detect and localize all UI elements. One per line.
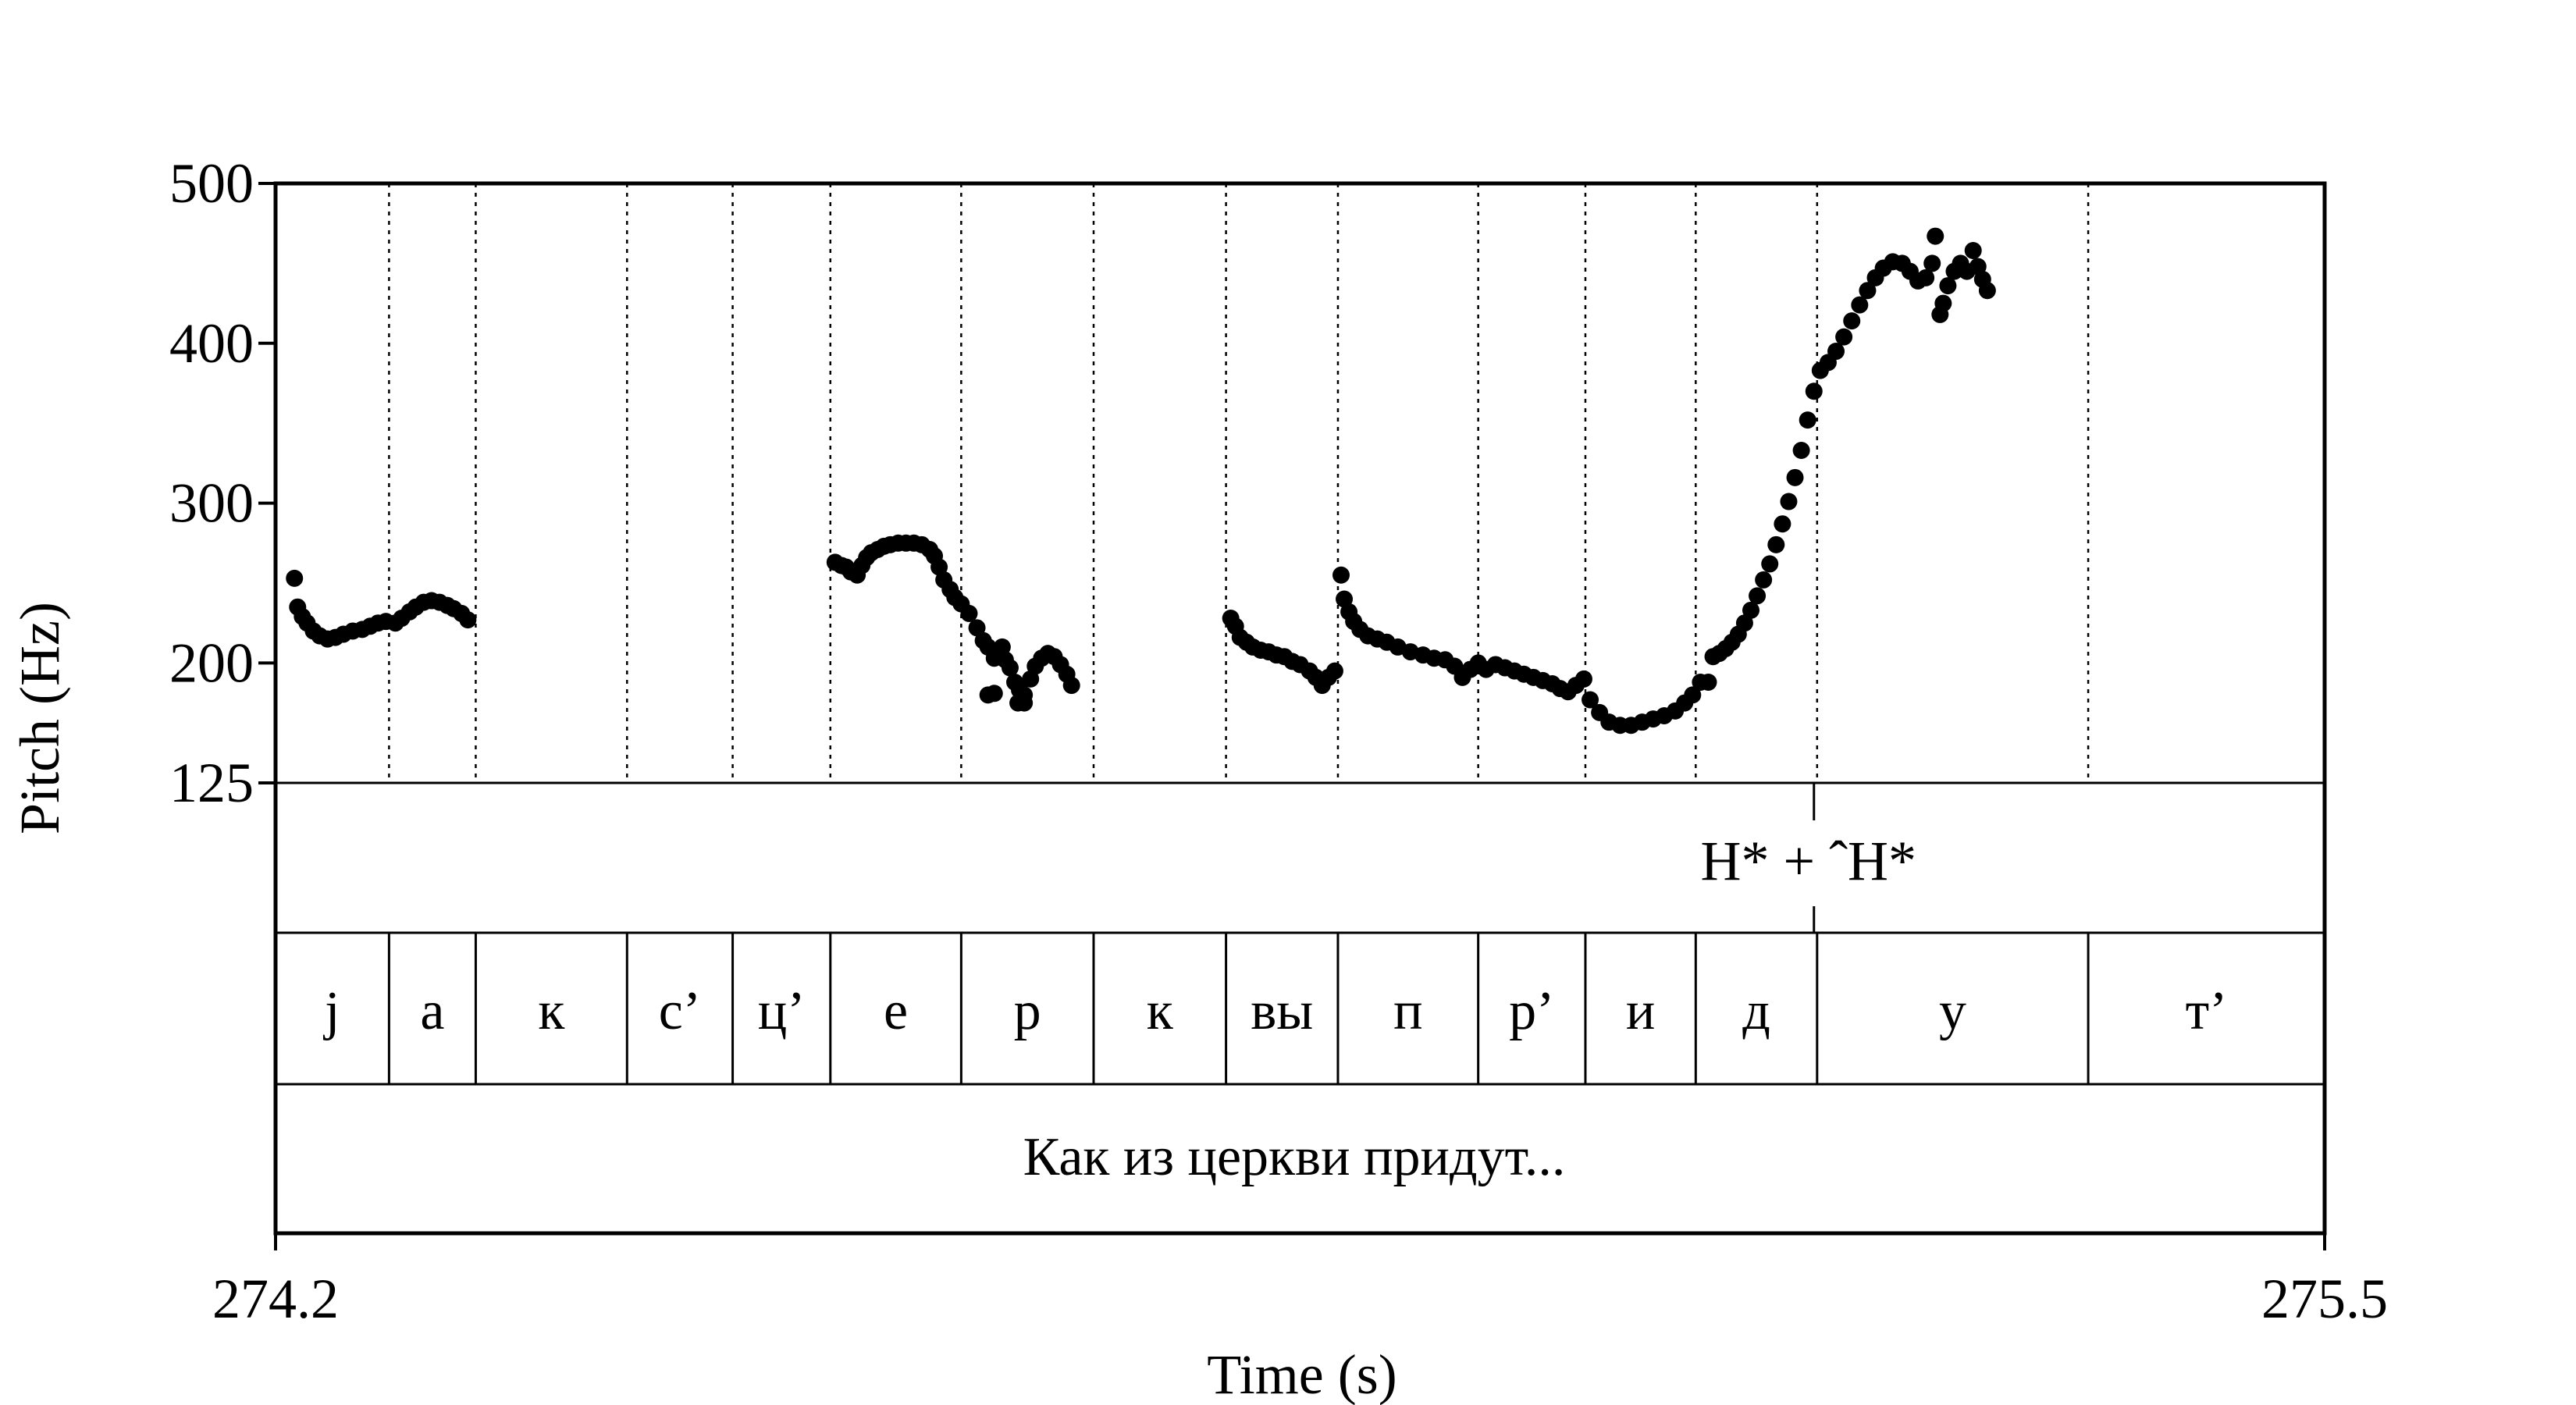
segment-label: и <box>1626 981 1655 1041</box>
segment-label: р <box>1014 981 1041 1041</box>
segment-label: р’ <box>1509 981 1554 1041</box>
pitch-point <box>1574 670 1592 688</box>
segment-label: с’ <box>659 981 701 1041</box>
y-tick-label: 400 <box>169 312 254 375</box>
pitch-point <box>1927 227 1944 245</box>
tone-label: H* + ˆH* <box>1700 830 1916 892</box>
segment-label: п <box>1393 981 1422 1041</box>
pitch-point <box>1332 566 1350 584</box>
pitch-point <box>968 619 986 637</box>
segment-boundary-dotted-lines <box>388 183 2090 783</box>
x-tick-label: 275.5 <box>2261 1268 2388 1330</box>
pitch-point <box>1934 294 1952 312</box>
y-tick-label: 125 <box>169 752 254 814</box>
pitch-point <box>1792 442 1810 460</box>
pitch-point <box>1582 691 1599 709</box>
pitch-point <box>1780 493 1798 510</box>
y-tick-label: 300 <box>169 472 254 535</box>
segment-label: вы <box>1251 981 1313 1041</box>
y-axis: 125 200 300 400 500 <box>169 152 276 814</box>
y-axis-label: Pitch (Hz) <box>9 602 71 834</box>
plot-frame <box>273 181 2327 1236</box>
pitch-point <box>1755 571 1773 589</box>
pitch-point <box>1761 555 1779 573</box>
x-axis-label: Time (s) <box>1207 1343 1397 1405</box>
pitch-points <box>286 227 1996 735</box>
pitch-point <box>459 611 477 629</box>
segment-label: j <box>322 981 340 1041</box>
pitch-point <box>1851 296 1869 314</box>
segment-label: д <box>1742 981 1770 1041</box>
pitch-point <box>1749 587 1767 605</box>
segment-label: е <box>884 981 908 1041</box>
pitch-point <box>1735 614 1753 632</box>
pitch-point <box>286 569 304 587</box>
pitch-point <box>1325 662 1343 680</box>
pitch-point <box>1786 468 1804 486</box>
pitch-point <box>1978 282 1996 300</box>
pitch-point <box>1684 686 1702 704</box>
pitch-point <box>985 685 1003 702</box>
sentence-label: Как из церкви придут... <box>1023 1127 1566 1187</box>
segment-label: у <box>1939 981 1966 1041</box>
pitch-point <box>1843 312 1861 330</box>
pitch-point <box>1742 601 1759 619</box>
pitch-point <box>1799 411 1816 429</box>
tone-tier: H* + ˆH* <box>1700 783 1916 933</box>
pitch-point <box>1827 343 1845 361</box>
segment-label: ц’ <box>758 981 806 1041</box>
plot-border <box>273 181 2327 1236</box>
y-tick-label: 500 <box>169 152 254 215</box>
y-tick-label: 200 <box>169 631 254 694</box>
pitch-point <box>1917 269 1935 286</box>
segment-label: к <box>1147 981 1174 1041</box>
pitch-point <box>1805 382 1823 400</box>
x-axis: 274.2 275.5 <box>212 1233 2388 1330</box>
segment-label: а <box>420 981 444 1041</box>
pitch-point <box>1835 328 1853 346</box>
sentence-tier: Как из церкви придут... <box>1023 1127 1566 1187</box>
segment-boundary-lines <box>387 933 2090 1084</box>
pitch-point <box>1016 694 1034 712</box>
pitch-point <box>1923 254 1941 272</box>
pitch-point <box>1767 535 1785 553</box>
segment-label: т’ <box>2186 981 2228 1041</box>
pitch-point <box>1062 677 1080 695</box>
pitch-point <box>960 604 978 622</box>
pitch-point <box>1774 515 1791 533</box>
pitch-point <box>1001 659 1019 677</box>
pitch-point <box>1859 282 1877 300</box>
pitch-point <box>1939 277 1957 295</box>
segment-label: к <box>538 981 565 1041</box>
pitch-point <box>1964 242 1982 260</box>
x-tick-label: 274.2 <box>212 1268 339 1330</box>
segment-labels: j а к с’ ц’ е р к вы п р’ и д у т’ <box>322 981 2228 1041</box>
pitch-point <box>1699 673 1717 691</box>
